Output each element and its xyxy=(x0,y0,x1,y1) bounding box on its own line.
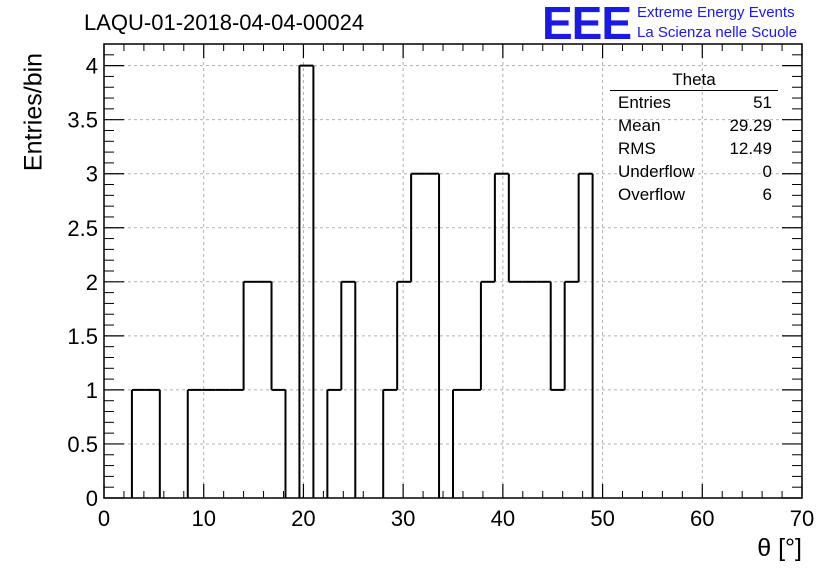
histogram-bin xyxy=(452,388,467,498)
x-tick-label: 60 xyxy=(690,506,714,531)
y-tick-label: 1.5 xyxy=(67,324,98,349)
stats-value: 51 xyxy=(753,93,772,112)
y-tick-label: 0 xyxy=(86,486,98,511)
logo-line-2: La Scienza nelle Scuole xyxy=(637,24,798,41)
histogram-bin xyxy=(130,388,146,498)
stats-row-rms: RMS 12.49 xyxy=(610,137,778,160)
stats-label: Mean xyxy=(618,116,661,135)
histogram-bin xyxy=(479,280,495,390)
histogram-bin xyxy=(186,388,202,498)
stats-title: Theta xyxy=(610,70,778,91)
stats-label: Overflow xyxy=(618,185,686,204)
histogram-bin xyxy=(340,280,356,390)
stats-value: 12.49 xyxy=(729,139,772,158)
stats-value: 6 xyxy=(762,185,772,204)
x-tick-label: 70 xyxy=(790,506,814,531)
histogram-bin xyxy=(577,172,593,282)
eee-logo-text: Extreme Energy Events La Scienza nelle S… xyxy=(637,3,797,43)
y-axis-label: Entries/bin xyxy=(19,52,48,172)
stats-value: 0 xyxy=(762,162,772,181)
stats-value: 29.29 xyxy=(729,116,772,135)
chart-title: LAQU-01-2018-04-04-00024 xyxy=(84,10,365,35)
histogram-bin xyxy=(549,281,565,391)
x-tick-label: 10 xyxy=(191,506,215,531)
y-tick-label: 2.5 xyxy=(67,216,98,241)
stats-row-entries: Entries 51 xyxy=(610,91,778,114)
histogram-series xyxy=(130,64,594,498)
x-tick-label: 30 xyxy=(391,506,415,531)
y-tick-label: 2 xyxy=(86,270,98,295)
stats-label: Underflow xyxy=(618,162,695,181)
y-tick-label: 4 xyxy=(86,54,98,79)
stats-label: Entries xyxy=(618,93,671,112)
logo-line-1: Extreme Energy Events xyxy=(637,4,795,21)
x-tick-label: 20 xyxy=(291,506,315,531)
x-tick-label: 50 xyxy=(590,506,614,531)
y-tick-label: 3.5 xyxy=(67,108,98,133)
stats-box: Theta Entries 51 Mean 29.29 RMS 12.49 Un… xyxy=(610,70,778,206)
y-tick-label: 3 xyxy=(86,162,98,187)
stats-row-mean: Mean 29.29 xyxy=(610,114,778,137)
stats-row-underflow: Underflow 0 xyxy=(610,160,778,183)
histogram-bin xyxy=(298,64,314,498)
stats-row-overflow: Overflow 6 xyxy=(610,183,778,206)
x-axis-label: θ [°] xyxy=(757,534,802,562)
histogram-bin xyxy=(493,172,509,282)
histogram-bin xyxy=(326,388,342,498)
stats-label: RMS xyxy=(618,139,656,158)
histogram-bin xyxy=(242,280,258,390)
histogram-bin xyxy=(382,388,398,498)
eee-logo: EEE xyxy=(542,0,632,49)
y-tick-label: 0.5 xyxy=(67,432,98,457)
histogram-bin xyxy=(410,172,426,282)
histogram-bin xyxy=(507,173,523,283)
y-tick-label: 1 xyxy=(86,378,98,403)
histogram-bin xyxy=(270,281,286,391)
histogram-bin xyxy=(563,280,579,390)
x-tick-label: 0 xyxy=(98,506,110,531)
x-tick-label: 40 xyxy=(491,506,515,531)
axis-ticks xyxy=(103,43,803,499)
histogram-bin xyxy=(396,280,412,390)
